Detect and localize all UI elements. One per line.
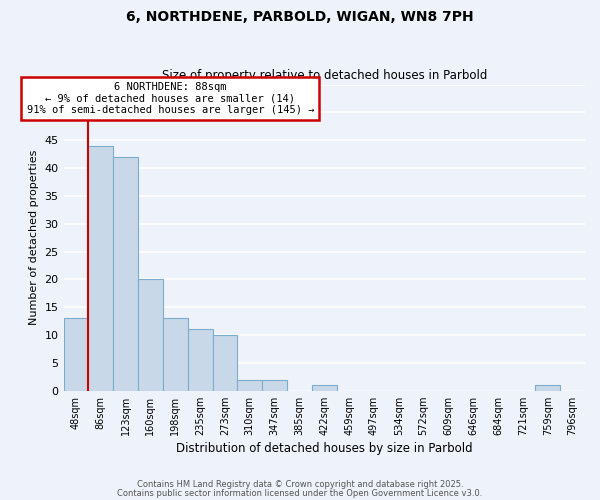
Text: Contains HM Land Registry data © Crown copyright and database right 2025.: Contains HM Land Registry data © Crown c… — [137, 480, 463, 489]
Bar — [64, 318, 88, 390]
Bar — [113, 157, 138, 390]
Bar — [88, 146, 113, 390]
Bar — [535, 385, 560, 390]
Bar — [163, 318, 188, 390]
Bar — [312, 385, 337, 390]
Text: 6, NORTHDENE, PARBOLD, WIGAN, WN8 7PH: 6, NORTHDENE, PARBOLD, WIGAN, WN8 7PH — [126, 10, 474, 24]
X-axis label: Distribution of detached houses by size in Parbold: Distribution of detached houses by size … — [176, 442, 473, 455]
Bar — [212, 335, 238, 390]
Title: Size of property relative to detached houses in Parbold: Size of property relative to detached ho… — [161, 69, 487, 82]
Bar — [238, 380, 262, 390]
Y-axis label: Number of detached properties: Number of detached properties — [29, 150, 39, 326]
Text: 6 NORTHDENE: 88sqm
← 9% of detached houses are smaller (14)
91% of semi-detached: 6 NORTHDENE: 88sqm ← 9% of detached hous… — [26, 82, 314, 115]
Bar — [138, 280, 163, 390]
Text: Contains public sector information licensed under the Open Government Licence v3: Contains public sector information licen… — [118, 488, 482, 498]
Bar — [188, 330, 212, 390]
Bar — [262, 380, 287, 390]
